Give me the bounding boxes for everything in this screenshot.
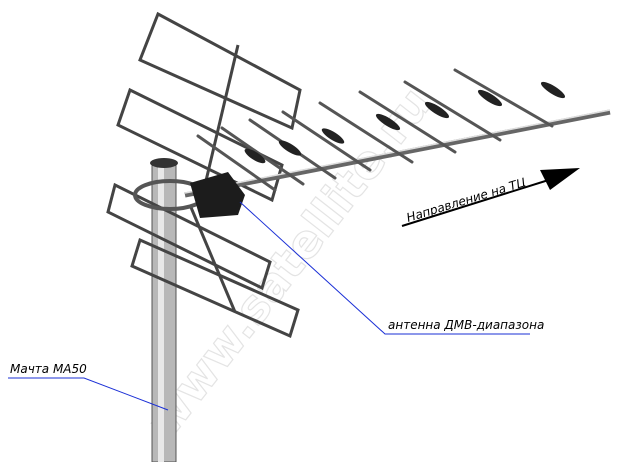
mast-label: Мачта МА50 — [10, 362, 87, 376]
watermark: www.satellite.ru — [136, 77, 441, 447]
antenna-label: антенна ДМВ-диапазона — [388, 318, 544, 332]
direction-label: Направление на ТЦ — [405, 175, 528, 225]
antenna-diagram: www.satellite.ru — [0, 0, 617, 462]
